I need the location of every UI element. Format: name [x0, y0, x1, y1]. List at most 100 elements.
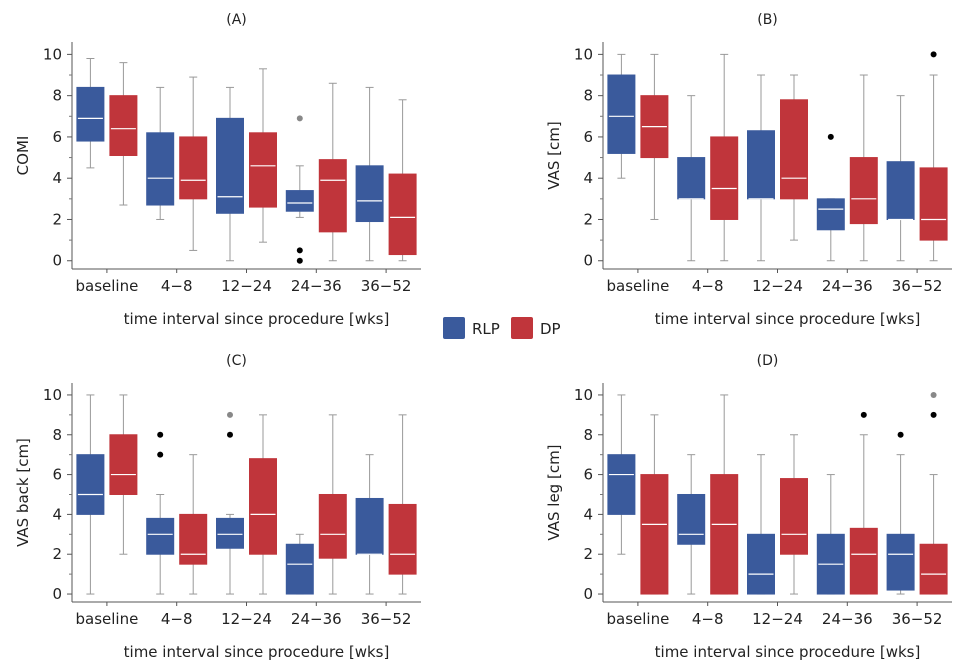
y-axis-label: COMI	[14, 136, 32, 176]
y-tick-label: 10	[43, 45, 62, 63]
x-tick-label: 24−36	[291, 277, 342, 295]
box-iqr	[849, 157, 878, 225]
box-iqr	[285, 543, 314, 595]
y-tick-label: 0	[583, 252, 593, 270]
box-iqr	[355, 165, 384, 223]
box-rlp-3	[747, 74, 775, 262]
box-iqr	[919, 167, 948, 241]
box-iqr	[388, 173, 417, 256]
x-tick-label: 12−24	[752, 277, 803, 295]
box-rlp-1	[76, 394, 105, 595]
box-iqr	[640, 474, 669, 595]
legend: RLP DP	[443, 317, 561, 339]
x-axis-label: time interval since procedure [wks]	[655, 310, 921, 328]
y-axis-label: VAS leg [cm]	[545, 444, 563, 540]
box-rlp-4	[285, 533, 314, 595]
y-tick-label: 6	[583, 128, 593, 146]
x-tick-label: 4−8	[692, 610, 724, 628]
box-dp-4	[849, 74, 878, 262]
box-rlp-5	[886, 95, 915, 262]
y-tick-label: 8	[52, 426, 62, 444]
x-axis-label: time interval since procedure [wks]	[655, 643, 921, 661]
box-iqr	[318, 159, 347, 233]
y-tick-label: 0	[52, 252, 62, 270]
box-dp-5	[919, 391, 948, 595]
box-iqr	[710, 474, 739, 595]
y-tick-label: 2	[583, 545, 593, 563]
y-tick-label: 10	[574, 386, 593, 404]
box-iqr	[76, 454, 105, 515]
x-tick-label: 36−52	[892, 610, 943, 628]
x-tick-label: 4−8	[692, 277, 724, 295]
box-dp-5	[388, 414, 417, 595]
y-axis-label: VAS back [cm]	[14, 438, 32, 547]
box-iqr	[146, 132, 175, 206]
x-tick-label: 12−24	[221, 277, 272, 295]
x-tick-label: 4−8	[161, 277, 193, 295]
box-iqr	[677, 157, 706, 200]
y-axis-label: VAS [cm]	[545, 121, 563, 189]
box-iqr	[76, 86, 105, 142]
y-tick-label: 0	[52, 585, 62, 603]
x-tick-label: 24−36	[822, 277, 873, 295]
box-rlp-4	[816, 133, 845, 262]
outlier-point	[930, 391, 937, 398]
y-tick-label: 10	[43, 386, 62, 404]
box-iqr	[109, 434, 138, 495]
box-dp-5	[388, 99, 417, 262]
panel-d: (D) 0 2 4 6 8 10 VAS leg [cm] baseline 4−8 12−24 24…	[545, 353, 952, 661]
x-tick-label: baseline	[606, 277, 669, 295]
box-dp-3	[780, 74, 808, 241]
y-tick-label: 4	[583, 505, 593, 523]
box-iqr	[849, 527, 878, 595]
y-tick-label: 4	[52, 169, 62, 187]
y-tick-label: 6	[52, 466, 62, 484]
box-rlp-3	[747, 454, 775, 595]
box-iqr	[607, 74, 636, 154]
box-iqr	[710, 136, 739, 220]
panel-title: (B)	[757, 12, 778, 28]
box-iqr	[179, 513, 208, 565]
box-rlp-4	[816, 474, 845, 595]
box-iqr	[919, 543, 948, 595]
outlier-point	[930, 51, 937, 58]
y-tick-label: 2	[52, 545, 62, 563]
box-dp-3	[249, 68, 277, 243]
box-rlp-3	[216, 411, 244, 595]
box-iqr	[179, 136, 208, 200]
box-rlp-1	[607, 394, 636, 555]
y-tick-label: 2	[52, 210, 62, 228]
box-dp-4	[318, 414, 347, 595]
outlier-point	[827, 133, 834, 140]
box-iqr	[780, 478, 808, 555]
x-axis-label: time interval since procedure [wks]	[124, 643, 390, 661]
y-tick-label: 8	[52, 87, 62, 105]
outlier-point	[930, 411, 937, 418]
panel-a: (A) 0 2 4 6 8 10 COMI baseline 4−8 12−24 24−36 36−52…	[14, 12, 421, 328]
box-rlp-5	[355, 86, 384, 262]
box-dp-2	[179, 454, 208, 595]
panel-title: (A)	[226, 12, 247, 28]
x-tick-label: 36−52	[361, 277, 412, 295]
box-iqr	[747, 130, 775, 200]
panel-title: (C)	[226, 353, 247, 369]
box-iqr	[607, 454, 636, 515]
legend-swatch-rlp	[443, 317, 465, 339]
box-dp-2	[179, 76, 208, 251]
x-tick-label: 24−36	[291, 610, 342, 628]
box-iqr	[355, 497, 384, 555]
outlier-point	[296, 257, 303, 264]
outlier-point	[296, 247, 303, 254]
outlier-point	[157, 431, 164, 438]
box-iqr	[816, 198, 845, 231]
box-rlp-2	[677, 95, 706, 262]
box-iqr	[249, 132, 277, 208]
y-tick-label: 4	[583, 169, 593, 187]
outlier-point	[860, 411, 867, 418]
panel-title: (D)	[757, 353, 779, 369]
box-dp-2	[710, 394, 739, 595]
box-iqr	[216, 117, 244, 214]
box-dp-3	[249, 414, 277, 595]
